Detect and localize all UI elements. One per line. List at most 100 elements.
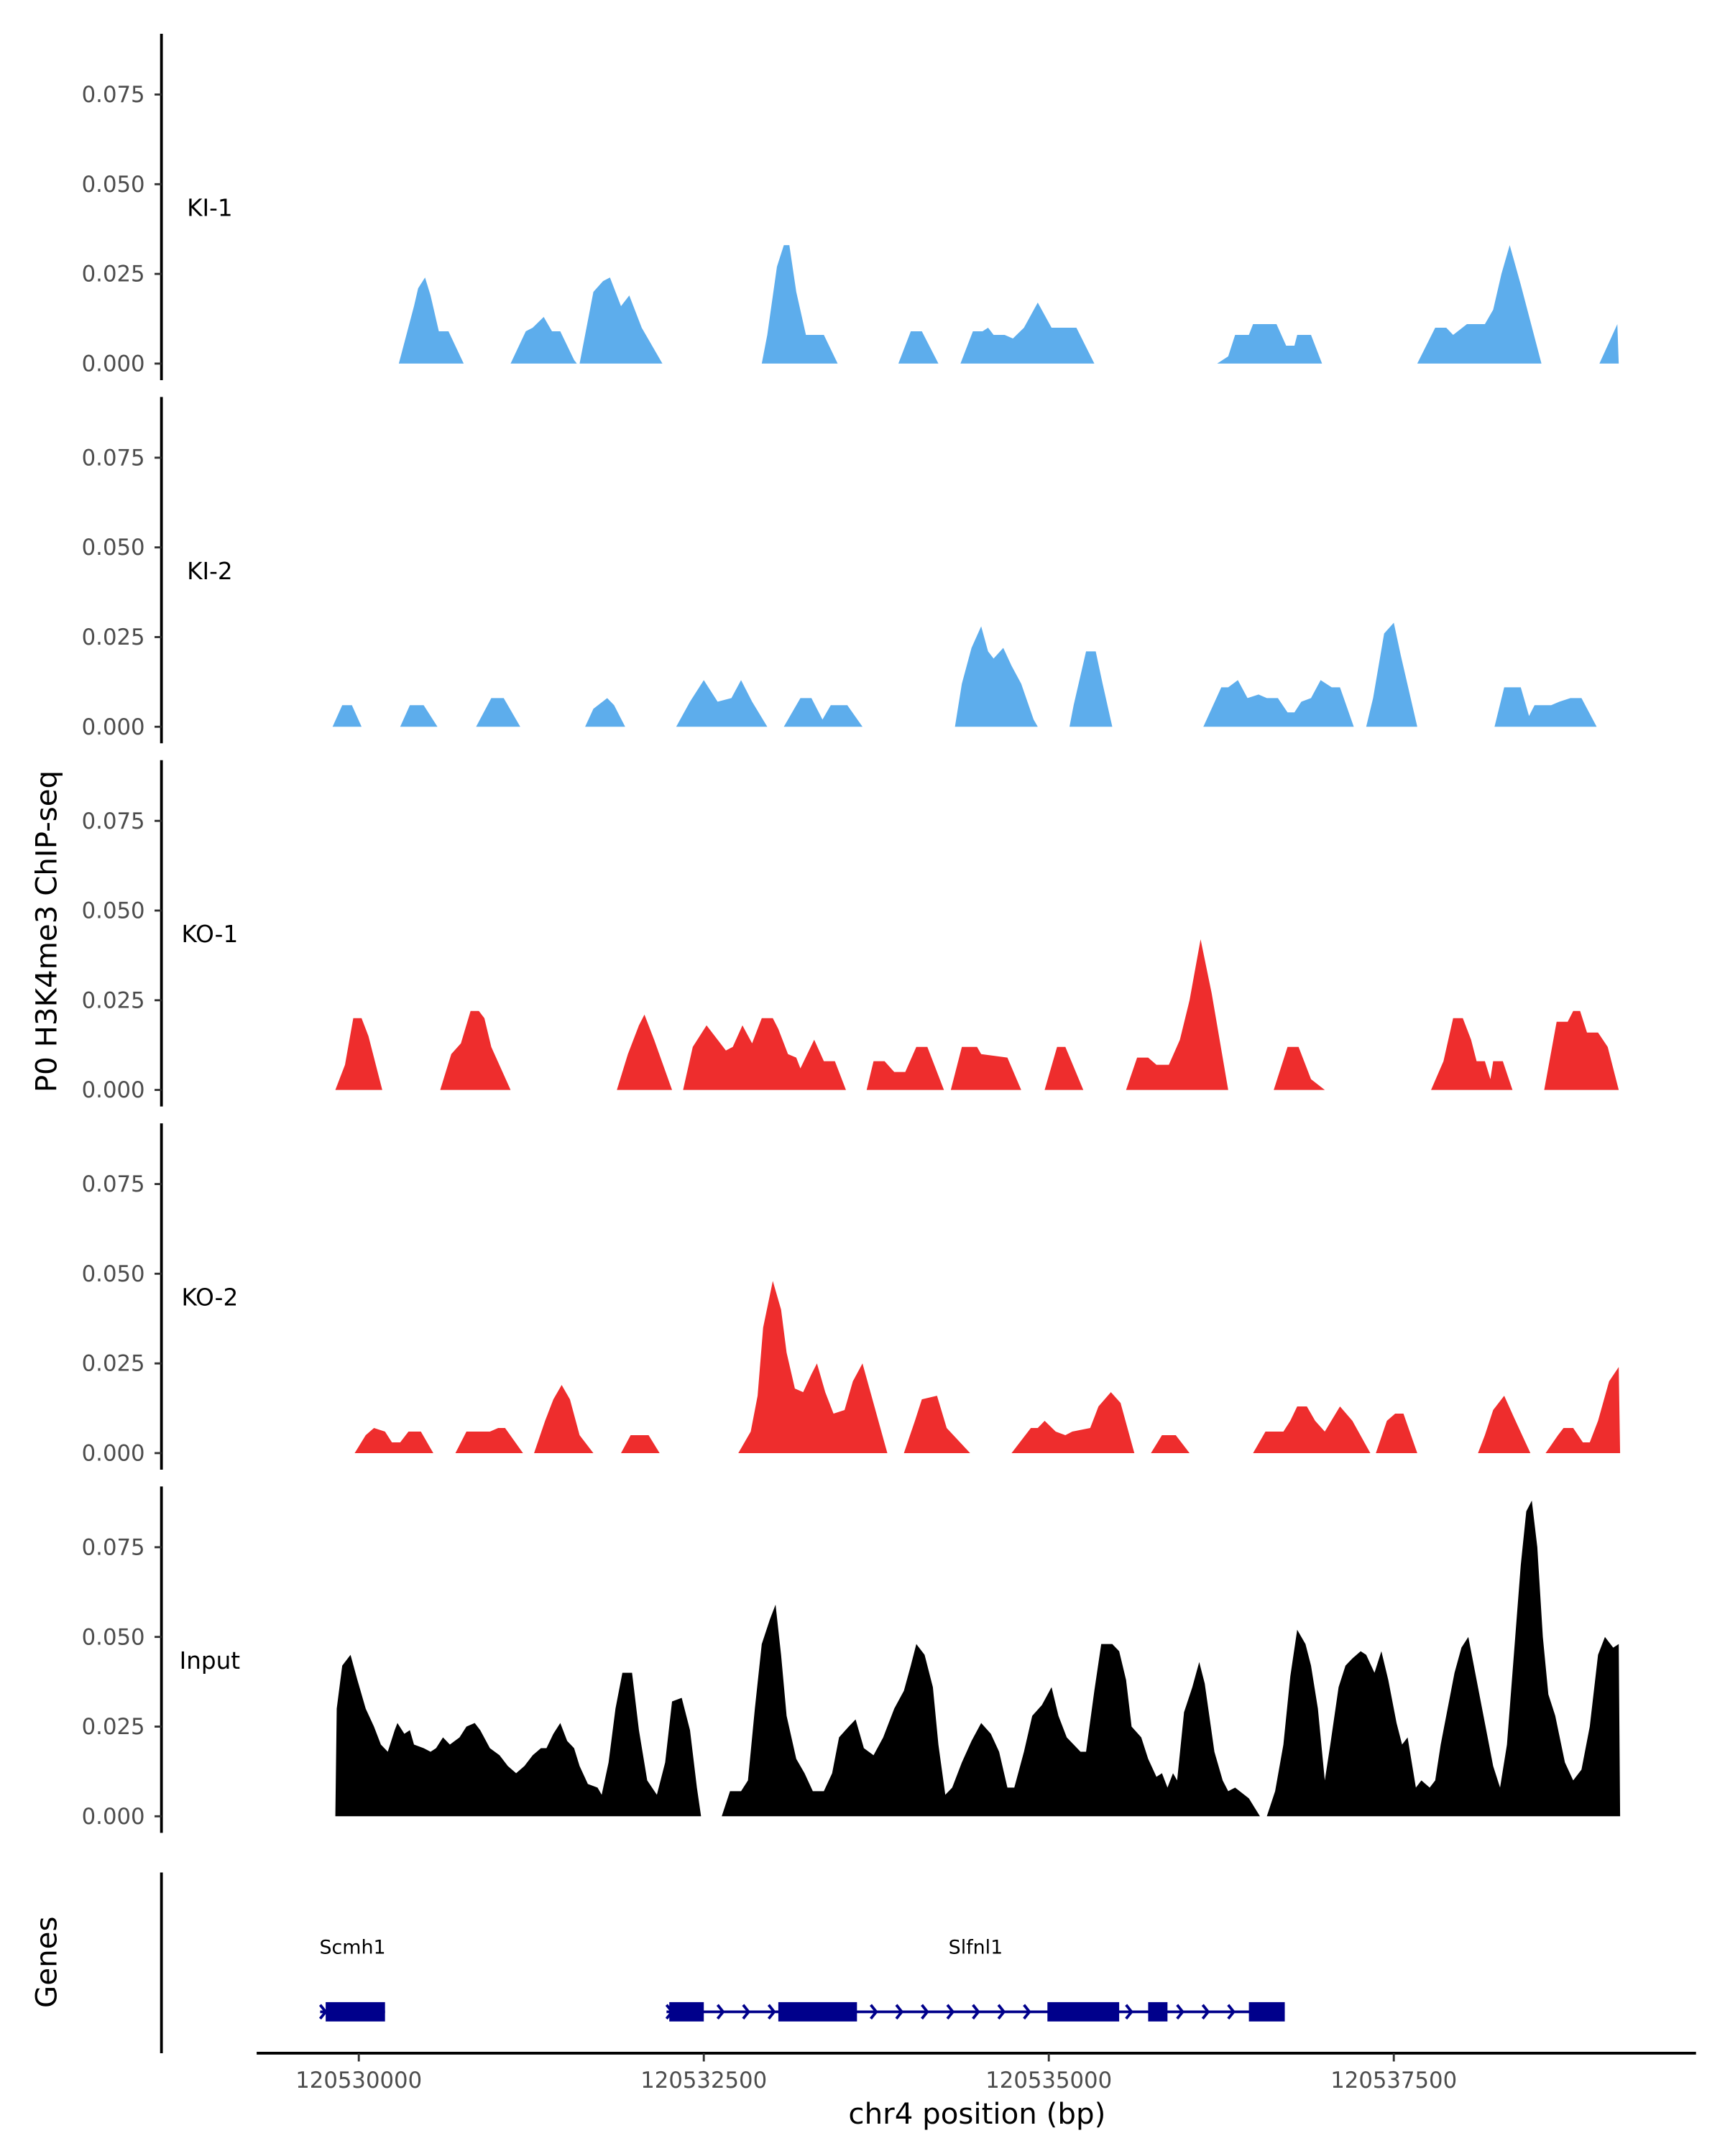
signal-area: [335, 1018, 382, 1090]
y-tick-label: 0.050: [82, 1261, 145, 1287]
track-label: KO-2: [181, 1284, 238, 1312]
strand-arrow-icon: [1227, 2004, 1236, 2020]
signal-area: [1253, 1406, 1371, 1453]
y-tick-label: 0.000: [82, 1804, 145, 1830]
signal-area: [866, 1046, 944, 1090]
x-tick-label: 120532500: [640, 2068, 767, 2093]
y-tick-label: 0.050: [82, 535, 145, 561]
signal-area: [1494, 687, 1597, 727]
track-label: KI-1: [187, 194, 233, 221]
signal-area: [335, 1654, 702, 1817]
signal-area: [950, 1046, 1021, 1090]
signal-area: [1011, 1392, 1135, 1453]
track-panels: 0.0000.0250.0500.075KI-10.0000.0250.0500…: [82, 34, 1621, 1833]
y-tick-label: 0.075: [82, 1171, 145, 1197]
signal-area: [455, 1428, 523, 1453]
genes-panel: Genes Scmh1 Slfnl1: [30, 1872, 1285, 2053]
gene-exon: [778, 2001, 857, 2022]
x-tick-label: 120530000: [295, 2068, 422, 2093]
signal-area: [1478, 1396, 1531, 1453]
genes-label: Genes: [30, 1917, 64, 2008]
y-tick-label: 0.025: [82, 987, 145, 1013]
signal-area: [722, 1604, 1260, 1817]
track-label: KI-2: [187, 558, 233, 585]
strand-arrow-icon: [742, 2004, 751, 2020]
y-tick-label: 0.075: [82, 1534, 145, 1560]
strand-arrow-icon: [870, 2004, 878, 2020]
y-tick-label: 0.025: [82, 1714, 145, 1740]
signal-area: [398, 277, 464, 364]
y-tick-label: 0.075: [82, 445, 145, 471]
signal-area: [954, 626, 1038, 727]
signal-area: [354, 1428, 433, 1453]
y-tick-label: 0.000: [82, 351, 145, 377]
strand-arrow-icon: [767, 2004, 776, 2020]
signal-area: [1044, 1046, 1084, 1090]
signal-area: [579, 277, 663, 364]
strand-arrow-icon: [1023, 2004, 1031, 2020]
signal-area: [683, 1018, 846, 1090]
signal-area: [1376, 1414, 1417, 1453]
gene-marks: Scmh1 Slfnl1: [318, 1937, 1285, 2022]
gene-exon: [326, 2001, 385, 2022]
signal-area: [534, 1385, 594, 1453]
signal-area: [1545, 1367, 1621, 1453]
gene-exon: [1148, 2001, 1168, 2022]
track-panel-input: 0.000 0.025 0.050 0.075 Input: [82, 1486, 1621, 1833]
signal-area: [761, 245, 838, 364]
signal-area: [617, 1014, 673, 1090]
strand-arrow-icon: [946, 2004, 955, 2020]
y-axis-title: P0 H3K4me3 ChIP-seq: [30, 770, 64, 1092]
gene-label: Slfnl1: [949, 1937, 1003, 1959]
gene-exon: [1248, 2001, 1285, 2022]
signal-area: [1151, 1434, 1190, 1453]
x-tick-label: 120537500: [1330, 2068, 1457, 2093]
signal-area: [332, 705, 362, 727]
strand-arrow-icon: [1201, 2004, 1210, 2020]
signal-area: [960, 303, 1095, 364]
y-tick-label: 0.025: [82, 625, 145, 650]
strand-arrow-icon: [921, 2004, 929, 2020]
strand-arrow-icon: [1125, 2004, 1133, 2020]
gene-exon: [669, 2001, 704, 2022]
signal-area: [1599, 324, 1619, 364]
y-tick-label: 0.050: [82, 1624, 145, 1650]
strand-arrow-icon: [997, 2004, 1006, 2020]
signal-area: [783, 698, 862, 727]
signal-area: [1366, 622, 1417, 727]
signal-area: [440, 1010, 511, 1090]
x-axis-title: chr4 position (bp): [848, 2097, 1105, 2131]
signal-area: [476, 698, 520, 727]
signal-area: [1203, 680, 1354, 727]
strand-arrow-icon: [716, 2004, 725, 2020]
signal-area: [738, 1281, 888, 1453]
signal-area: [621, 1434, 660, 1453]
signal-area: [1431, 1018, 1513, 1090]
track-panel-ko-2: 0.000 0.025 0.050 0.075 KO-2: [82, 1123, 1621, 1470]
signal-area: [510, 317, 577, 364]
strand-arrow-icon: [972, 2004, 980, 2020]
y-tick-label: 0.000: [82, 1441, 145, 1467]
y-tick-label: 0.075: [82, 82, 145, 108]
x-tick-label: 120535000: [985, 2068, 1112, 2093]
gene-scmh1: Scmh1: [318, 1937, 386, 2022]
signal-area: [676, 680, 768, 727]
signal-area: [1126, 939, 1228, 1090]
signal-area: [585, 698, 625, 727]
track-label: KO-1: [181, 921, 238, 948]
gene-slfnl1: Slfnl1: [665, 1937, 1285, 2022]
y-tick-label: 0.025: [82, 262, 145, 287]
track-panel-ki-2: 0.000 0.025 0.050 0.075 KI-2: [82, 397, 1597, 744]
track-panel-ko-1: 0.000 0.025 0.050 0.075 KO-1: [82, 760, 1619, 1107]
y-tick-label: 0.050: [82, 898, 145, 924]
signal-area: [400, 705, 438, 727]
y-tick-label: 0.025: [82, 1351, 145, 1377]
y-tick-label: 0.000: [82, 1077, 145, 1103]
track-panel-ki-1: 0.000 0.025 0.050 0.075 KI-1: [82, 34, 1619, 380]
strand-arrow-icon: [895, 2004, 904, 2020]
signal-area: [1217, 324, 1322, 364]
signal-area: [1544, 1010, 1619, 1090]
strand-arrow-icon: [1176, 2004, 1184, 2020]
signal-area: [1266, 1501, 1621, 1817]
